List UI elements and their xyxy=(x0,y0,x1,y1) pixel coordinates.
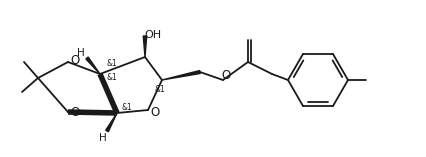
Polygon shape xyxy=(143,36,147,57)
Text: H: H xyxy=(77,48,85,58)
Text: O: O xyxy=(70,106,79,119)
Text: O: O xyxy=(221,70,230,82)
Polygon shape xyxy=(86,57,100,74)
Text: H: H xyxy=(99,133,106,143)
Polygon shape xyxy=(106,113,117,132)
Text: O: O xyxy=(150,106,159,119)
Polygon shape xyxy=(161,70,200,80)
Text: &1: &1 xyxy=(106,60,117,68)
Text: &1: &1 xyxy=(106,73,117,82)
Text: OH: OH xyxy=(144,30,161,40)
Text: &1: &1 xyxy=(121,103,132,111)
Text: &1: &1 xyxy=(154,86,165,95)
Text: O: O xyxy=(70,54,79,68)
